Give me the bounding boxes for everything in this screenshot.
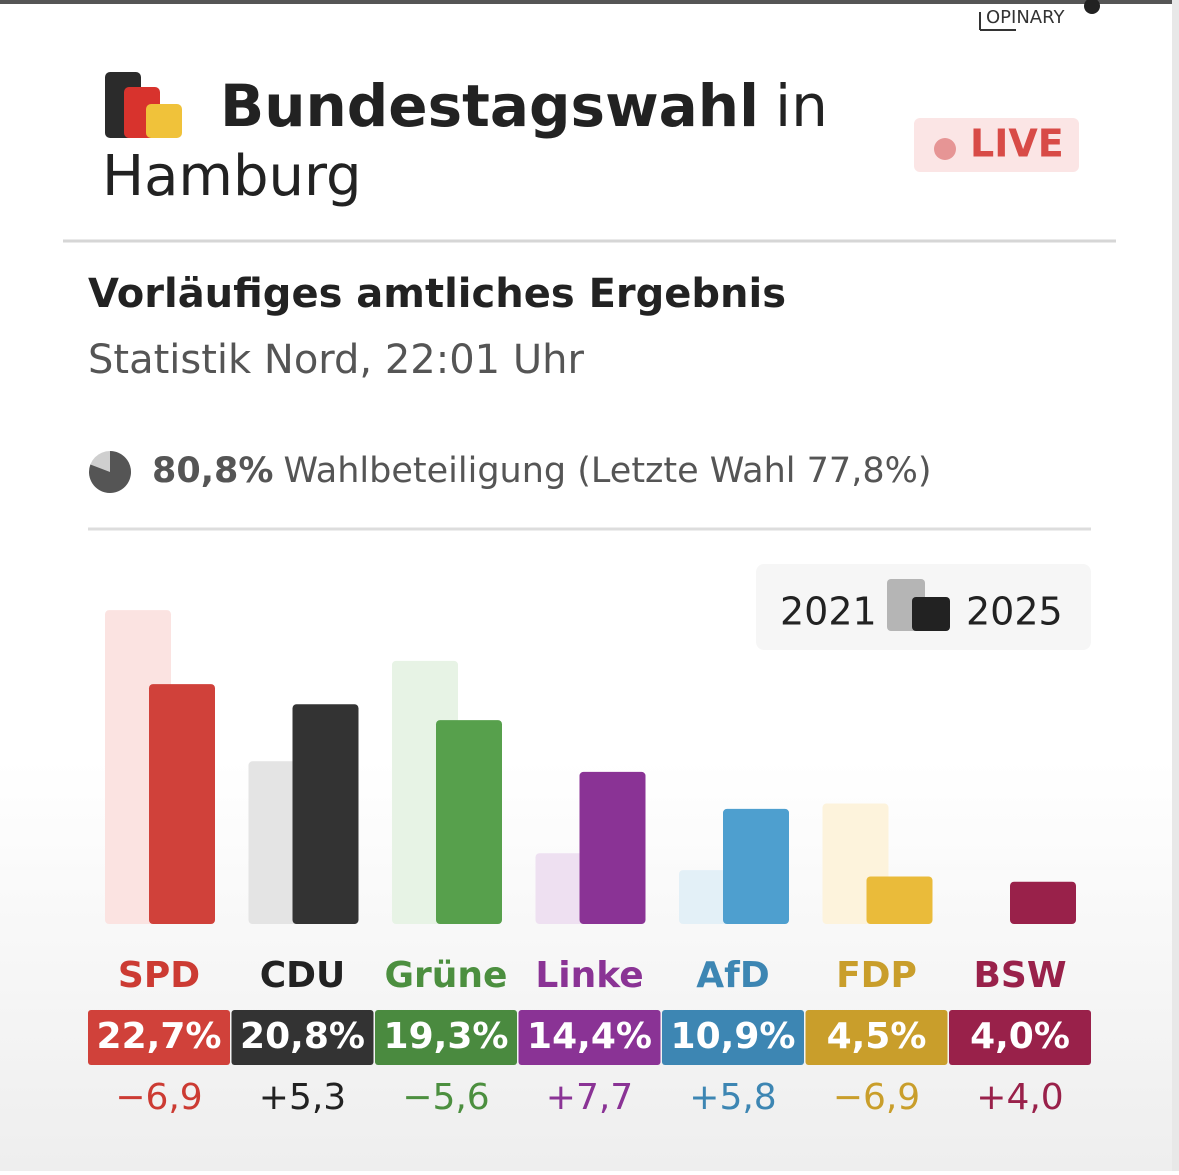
value-label: 4,0%: [970, 1016, 1070, 1057]
live-badge: [914, 118, 1079, 172]
right-edge: [1172, 0, 1179, 1171]
turnout: 80,8% Wahlbeteiligung (Letzte Wahl 77,8%): [152, 451, 932, 491]
info-icon: [1084, 0, 1100, 14]
category-label: Linke: [535, 955, 643, 996]
top-bar: [0, 0, 1179, 4]
bar: [149, 684, 215, 924]
change-label: −6,9: [833, 1077, 920, 1118]
value-box: [518, 1010, 661, 1065]
category-label: BSW: [973, 955, 1066, 996]
bar: [866, 876, 933, 924]
legend-swatch: [912, 597, 950, 631]
turnout-text: Wahlbeteiligung (Letzte Wahl 77,8%): [283, 451, 931, 491]
legend-label: 2025: [966, 590, 1063, 634]
value-label: 19,3%: [384, 1016, 509, 1057]
brand: OPINARY: [986, 7, 1065, 28]
bar: [436, 720, 502, 924]
value-box: [375, 1010, 517, 1065]
value-box: [805, 1010, 948, 1065]
title-bold: Bundestagswahl: [220, 72, 759, 140]
bar: [723, 808, 789, 924]
category-label: CDU: [260, 955, 346, 996]
change-label: +5,8: [689, 1077, 776, 1118]
value-box: [662, 1010, 804, 1065]
legend-label: 2021: [780, 590, 877, 634]
turnout-pie: [89, 451, 131, 494]
value-box: [231, 1010, 374, 1065]
logo-gold: [146, 104, 182, 138]
logo: [105, 72, 182, 138]
category-label: FDP: [836, 955, 917, 996]
bar: [1010, 881, 1076, 924]
category-label: SPD: [118, 955, 200, 996]
change-label: +4,0: [976, 1077, 1063, 1118]
chart-subtitle: Statistik Nord, 22:01 Uhr: [88, 337, 584, 383]
change-label: −6,9: [115, 1077, 202, 1118]
change-label: −5,6: [402, 1077, 489, 1118]
bar: [579, 771, 646, 924]
value-label: 22,7%: [97, 1016, 222, 1057]
live-label: LIVE: [970, 122, 1064, 166]
value-box: [88, 1010, 230, 1065]
brand-bracket: [979, 12, 1016, 31]
header-place: Hamburg: [102, 144, 362, 209]
turnout-value: 80,8%: [152, 451, 273, 491]
chart-title: Vorläufiges amtliches Ergebnis: [88, 271, 786, 317]
live-dot: [934, 138, 956, 160]
header-title: Bundestagswahl in: [220, 72, 828, 140]
value-label: 14,4%: [527, 1016, 652, 1057]
value-label: 10,9%: [671, 1016, 796, 1057]
bar: [292, 704, 359, 924]
value-label: 4,5%: [827, 1016, 927, 1057]
title-rest: in: [775, 72, 828, 140]
category-label: Grüne: [385, 955, 508, 996]
value-label: 20,8%: [240, 1016, 365, 1057]
change-label: +5,3: [259, 1077, 346, 1118]
category-label: AfD: [696, 955, 769, 996]
change-label: +7,7: [546, 1077, 633, 1118]
value-box: [949, 1010, 1091, 1065]
